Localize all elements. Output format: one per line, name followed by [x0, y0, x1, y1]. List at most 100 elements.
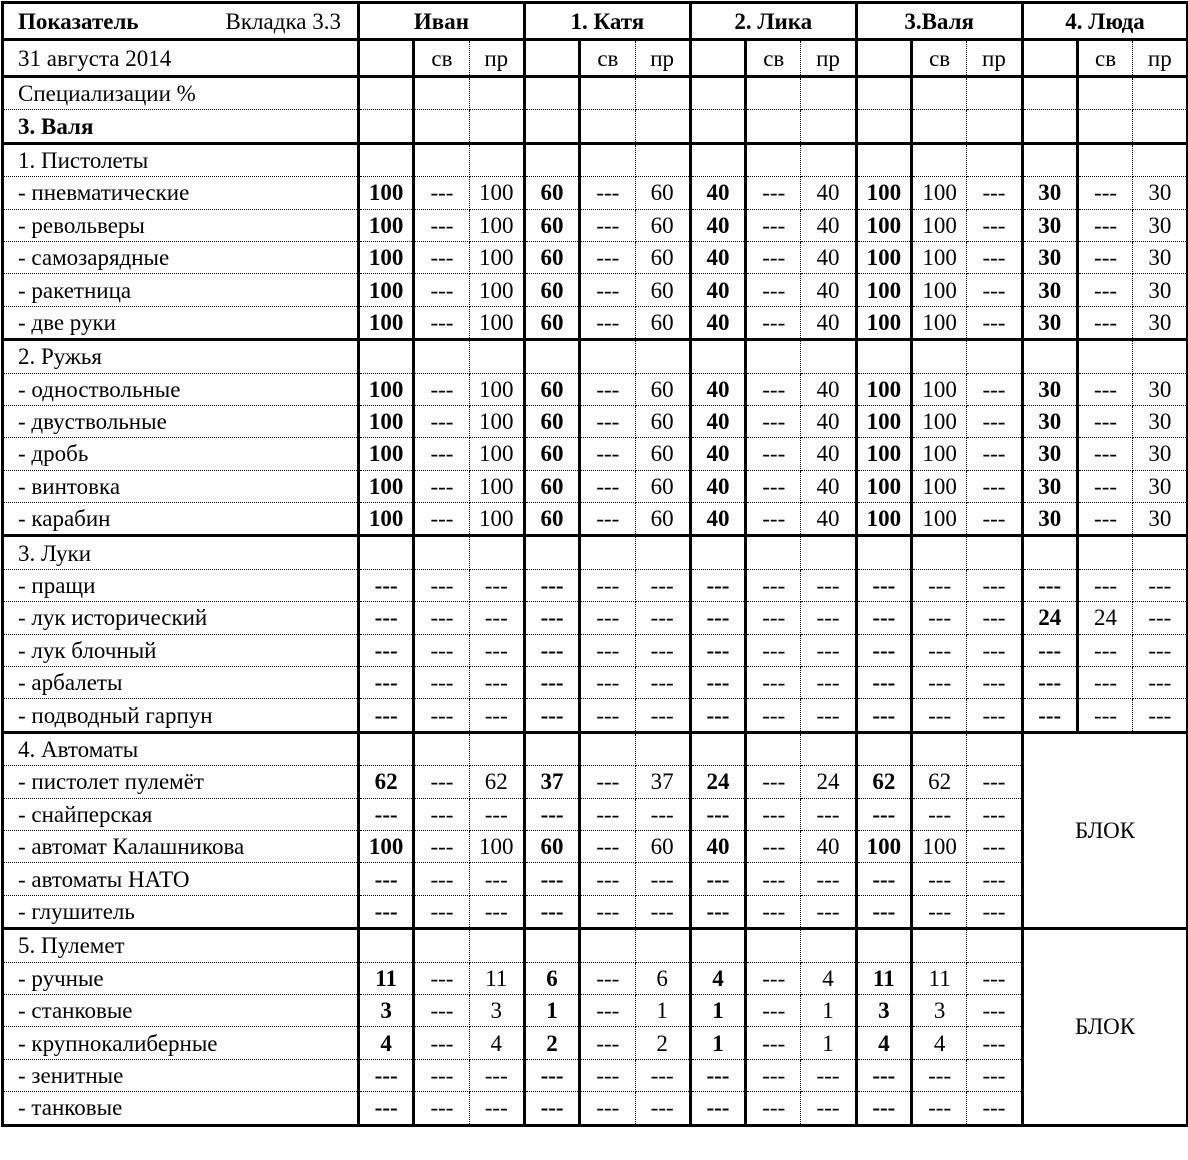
value-cell: 100 — [855, 240, 913, 275]
value-cell — [579, 141, 636, 178]
value-cell: --- — [413, 961, 470, 995]
value-cell: 40 — [800, 469, 858, 504]
value-cell: --- — [800, 1091, 858, 1126]
value-cell: --- — [1132, 601, 1188, 635]
value-cell — [634, 927, 692, 963]
value-cell — [413, 141, 470, 178]
table-row: - две руки 100 --- 100 60 --- 60 40 --- 40 100 100-… — [2, 305, 1188, 341]
value-cell: 30 — [1132, 437, 1188, 471]
value-cell: --- — [1076, 666, 1134, 700]
value-cell: 60 — [634, 305, 692, 341]
table-row: - винтовка 100 --- 100 60 --- 60 40 --- 40 100 100-… — [2, 469, 1188, 504]
value-cell: --- — [468, 894, 526, 930]
row-label: - самозарядные — [2, 240, 360, 275]
value-cell: --- — [855, 633, 913, 668]
value-cell — [745, 927, 802, 963]
value-cell: --- — [855, 862, 913, 896]
value-cell: 60 — [523, 372, 582, 406]
value-cell: --- — [966, 208, 1024, 242]
value-cell: 100 — [910, 469, 968, 504]
value-cell: --- — [413, 829, 470, 864]
value-cell: --- — [357, 894, 416, 930]
value-cell — [855, 75, 913, 111]
value-cell: --- — [745, 208, 802, 242]
value-cell: 3 — [855, 993, 913, 1028]
row-label: - танковые — [2, 1091, 360, 1126]
table-row: 2. Ружья — [2, 338, 1188, 374]
value-cell — [468, 730, 526, 767]
value-cell: --- — [1021, 698, 1079, 733]
table-row: - двуствольные 100 --- 100 60 --- 60 40 --- 40 100… — [2, 404, 1188, 439]
value-cell — [910, 75, 968, 111]
value-cell: 6 — [523, 961, 582, 995]
tab-label: Вкладка 3.3 — [225, 8, 341, 34]
value-cell — [357, 109, 416, 144]
value-cell: --- — [966, 404, 1024, 439]
value-cell — [910, 338, 968, 374]
value-cell: --- — [800, 568, 858, 603]
subcolumn-header: св — [579, 39, 636, 78]
value-cell: --- — [966, 305, 1024, 341]
value-cell — [966, 75, 1024, 111]
value-cell — [800, 109, 858, 144]
value-cell: 60 — [634, 372, 692, 406]
subcolumn-header: пр — [468, 39, 526, 78]
value-cell: --- — [689, 698, 748, 733]
value-cell: --- — [966, 176, 1024, 210]
value-cell: --- — [966, 437, 1024, 471]
value-cell: 1 — [800, 993, 858, 1028]
value-cell: --- — [966, 765, 1024, 799]
value-cell — [1132, 338, 1188, 374]
value-cell: --- — [855, 568, 913, 603]
value-cell — [1076, 109, 1134, 144]
value-cell: 100 — [910, 502, 968, 537]
value-cell — [1021, 534, 1079, 570]
value-cell: --- — [357, 568, 416, 603]
value-cell: 60 — [523, 208, 582, 242]
value-cell — [1021, 338, 1079, 374]
subcolumn-header: пр — [1132, 39, 1188, 78]
value-cell — [357, 927, 416, 963]
value-cell — [357, 141, 416, 178]
value-cell: --- — [966, 502, 1024, 537]
value-cell: --- — [745, 568, 802, 603]
value-cell — [634, 75, 692, 111]
value-cell: 100 — [357, 273, 416, 307]
value-cell: --- — [1132, 568, 1188, 603]
value-cell: --- — [413, 633, 470, 668]
value-cell: 40 — [800, 404, 858, 439]
value-cell: --- — [855, 666, 913, 700]
value-cell: --- — [634, 1091, 692, 1126]
value-cell: 6 — [634, 961, 692, 995]
table-row: - снайперская --- --- --- --- --- --- --- --- ---… — [2, 797, 1188, 831]
value-cell — [1076, 75, 1134, 111]
value-cell: --- — [745, 1091, 802, 1126]
subcolumn-header — [357, 39, 416, 78]
value-cell: --- — [910, 862, 968, 896]
value-cell: 40 — [689, 273, 748, 307]
value-cell: 40 — [689, 305, 748, 341]
value-cell: 40 — [689, 829, 748, 864]
value-cell — [800, 338, 858, 374]
value-cell: --- — [745, 305, 802, 341]
table-row: 3. Валя — [2, 109, 1188, 144]
value-cell — [689, 109, 748, 144]
value-cell — [523, 141, 582, 178]
value-cell: --- — [579, 1058, 636, 1093]
subcolumn-header — [1021, 39, 1079, 78]
value-cell: --- — [413, 305, 470, 341]
value-cell — [966, 338, 1024, 374]
value-cell: --- — [468, 797, 526, 831]
value-cell: 100 — [357, 176, 416, 210]
value-cell — [1076, 141, 1134, 178]
value-cell — [745, 141, 802, 178]
value-cell — [800, 534, 858, 570]
value-cell: 40 — [689, 437, 748, 471]
value-cell: --- — [634, 568, 692, 603]
value-cell: 100 — [468, 240, 526, 275]
value-cell: --- — [523, 698, 582, 733]
subcolumn-header: св — [1076, 39, 1134, 78]
value-cell: --- — [966, 797, 1024, 831]
value-cell: --- — [910, 633, 968, 668]
value-cell — [579, 75, 636, 111]
